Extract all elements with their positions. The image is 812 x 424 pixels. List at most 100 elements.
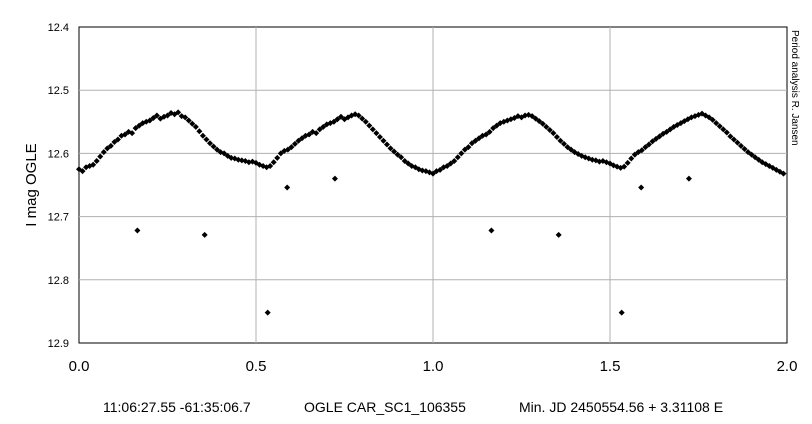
data-point bbox=[270, 159, 277, 166]
data-point bbox=[472, 137, 479, 144]
x-tick-labels: 0.0 0.5 1.0 1.5 2.0 bbox=[69, 358, 798, 375]
data-point bbox=[150, 115, 157, 122]
data-point bbox=[153, 112, 160, 119]
data-point bbox=[313, 130, 320, 137]
footer-coordinates: 11:06:27.55 -61:35:06.7 bbox=[103, 399, 251, 415]
data-point bbox=[727, 133, 734, 140]
data-point bbox=[713, 120, 720, 127]
data-point bbox=[716, 123, 723, 130]
x-tick-label: 1.5 bbox=[600, 358, 621, 375]
data-point bbox=[748, 151, 755, 158]
data-point bbox=[175, 109, 182, 116]
x-tick-label: 1.0 bbox=[423, 358, 444, 375]
data-point bbox=[369, 126, 376, 133]
data-point bbox=[132, 125, 139, 132]
data-point bbox=[752, 154, 759, 161]
data-point bbox=[618, 309, 625, 316]
data-point bbox=[444, 163, 451, 170]
footer-ephemeris: Min. JD 2450554.56 + 3.31108 E bbox=[519, 399, 723, 415]
side-credit-label: Period analysis R. Jansen bbox=[789, 30, 800, 146]
data-point bbox=[320, 123, 327, 130]
data-point bbox=[543, 123, 550, 130]
data-point bbox=[649, 138, 656, 145]
data-point bbox=[638, 184, 645, 191]
data-point bbox=[401, 157, 408, 164]
x-tick-label: 2.0 bbox=[777, 358, 798, 375]
data-point bbox=[107, 142, 114, 149]
data-point bbox=[631, 151, 638, 158]
data-point bbox=[284, 146, 291, 153]
data-point bbox=[104, 145, 111, 152]
data-point bbox=[355, 112, 362, 119]
data-point bbox=[645, 141, 652, 148]
data-point bbox=[734, 139, 741, 146]
data-point bbox=[656, 133, 663, 140]
data-point bbox=[458, 150, 465, 157]
data-point bbox=[376, 133, 383, 140]
data-point bbox=[536, 118, 543, 125]
data-point bbox=[277, 150, 284, 157]
data-point bbox=[129, 130, 136, 137]
data-point bbox=[488, 227, 495, 234]
data-point bbox=[532, 115, 539, 122]
data-point bbox=[546, 127, 553, 134]
data-point bbox=[663, 128, 670, 135]
data-point bbox=[430, 170, 436, 177]
data-point bbox=[210, 143, 217, 150]
data-point bbox=[306, 131, 313, 138]
data-point bbox=[529, 113, 536, 120]
data-point bbox=[295, 137, 302, 144]
data-point bbox=[196, 128, 203, 135]
data-point bbox=[706, 114, 713, 121]
data-point bbox=[189, 120, 196, 127]
data-point bbox=[564, 144, 571, 151]
data-point bbox=[362, 118, 369, 125]
data-point bbox=[111, 139, 118, 146]
data-point bbox=[745, 149, 752, 156]
data-point bbox=[642, 144, 649, 151]
data-points bbox=[76, 109, 787, 316]
data-point bbox=[454, 154, 461, 161]
data-point bbox=[214, 146, 221, 153]
gridlines bbox=[79, 27, 787, 343]
data-point bbox=[653, 135, 660, 142]
data-point bbox=[730, 136, 737, 143]
data-point bbox=[461, 146, 468, 153]
data-point bbox=[182, 114, 189, 121]
data-point bbox=[555, 231, 562, 238]
data-point bbox=[737, 142, 744, 149]
data-point bbox=[206, 140, 213, 147]
data-point bbox=[560, 140, 567, 147]
data-point bbox=[79, 168, 86, 175]
y-tick-label: 12.9 bbox=[48, 338, 69, 350]
data-point bbox=[221, 150, 228, 157]
data-point bbox=[199, 132, 206, 139]
data-point bbox=[723, 129, 730, 136]
data-point bbox=[405, 160, 412, 167]
data-point bbox=[274, 154, 281, 161]
data-point bbox=[185, 117, 192, 124]
data-point bbox=[134, 227, 141, 234]
x-tick-label: 0.5 bbox=[246, 358, 267, 375]
data-point bbox=[203, 136, 210, 143]
data-point bbox=[755, 156, 762, 163]
data-point bbox=[553, 133, 560, 140]
data-point bbox=[331, 175, 338, 182]
data-point bbox=[621, 163, 628, 170]
data-point bbox=[330, 118, 337, 125]
data-point bbox=[146, 117, 153, 124]
data-point bbox=[741, 145, 748, 152]
data-point bbox=[780, 170, 787, 177]
y-axis-label: I mag OGLE bbox=[23, 143, 40, 226]
data-point bbox=[685, 175, 692, 182]
data-point bbox=[437, 166, 444, 173]
data-point bbox=[164, 112, 171, 119]
data-point bbox=[394, 151, 401, 158]
data-point bbox=[465, 144, 472, 151]
data-point bbox=[93, 157, 100, 164]
data-point bbox=[373, 130, 380, 137]
data-point bbox=[114, 136, 121, 143]
data-point bbox=[490, 125, 497, 132]
data-point bbox=[667, 126, 674, 133]
